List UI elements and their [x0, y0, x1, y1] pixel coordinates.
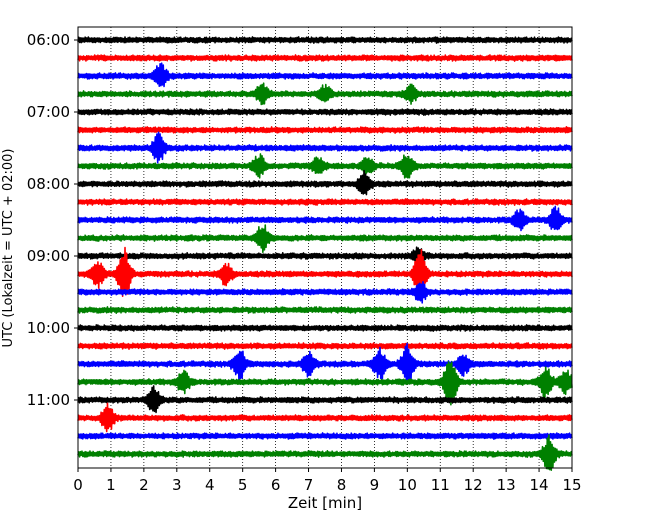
x-tick-label: 5 [238, 476, 248, 494]
x-axis-ticks: 0 1 2 3 4 5 6 7 8 9 10 11 12 13 14 15 [73, 468, 582, 494]
x-tick-label: 14 [530, 476, 549, 494]
trace-row-1000 [77, 324, 573, 332]
trace-row-0900 [77, 246, 573, 266]
trace-row-1100 [77, 385, 573, 414]
x-tick-label: 12 [464, 476, 483, 494]
trace-row-0645 [77, 82, 573, 106]
x-tick-label: 4 [205, 476, 215, 494]
y-axis-label: UTC (Lokalzeit = UTC + 02:00) [1, 149, 16, 348]
x-tick-label: 1 [106, 476, 116, 494]
y-axis-ticks: 06:00 07:00 08:00 09:00 10:00 11:00 [27, 31, 78, 409]
trace-row-1045 [77, 361, 573, 406]
trace-row-1115 [77, 402, 573, 433]
trace-row-0700 [77, 108, 573, 116]
trace-row-0930 [77, 281, 573, 304]
x-axis-label: Zeit [min] [288, 494, 362, 512]
trace-row-0845 [77, 224, 573, 253]
x-tick-label: 0 [73, 476, 83, 494]
x-tick-label: 11 [431, 476, 450, 494]
x-tick-label: 13 [497, 476, 516, 494]
axes-frame [77, 26, 573, 469]
trace-row-0800 [77, 169, 573, 196]
trace-row-0745 [77, 153, 573, 179]
y-tick-label: 10:00 [27, 319, 70, 337]
x-tick-label: 9 [370, 476, 380, 494]
trace-row-0730 [77, 131, 573, 164]
trace-row-0945 [77, 306, 573, 314]
x-tick-label: 10 [398, 476, 417, 494]
trace-row-0715 [77, 126, 573, 134]
trace-row-0915 [77, 246, 573, 298]
y-tick-label: 06:00 [27, 31, 70, 49]
x-tick-label: 6 [271, 476, 281, 494]
trace-row-1130 [77, 432, 573, 440]
trace-row-0830 [77, 205, 573, 232]
x-tick-label: 15 [562, 476, 581, 494]
trace-rows [77, 36, 573, 471]
trace-row-1030 [77, 342, 573, 384]
trace-row-0600 [77, 36, 573, 44]
trace-row-0815 [77, 198, 573, 206]
x-tick-label: 8 [337, 476, 347, 494]
x-tick-label: 7 [304, 476, 314, 494]
y-tick-label: 11:00 [27, 391, 70, 409]
y-tick-label: 09:00 [27, 247, 70, 265]
x-tick-label: 3 [172, 476, 182, 494]
trace-row-0630 [77, 62, 573, 88]
trace-row-1015 [77, 342, 573, 350]
trace-row-1145 [77, 434, 573, 471]
y-tick-label: 07:00 [27, 103, 70, 121]
x-tick-label: 2 [139, 476, 149, 494]
trace-row-0615 [77, 54, 573, 62]
y-tick-label: 08:00 [27, 175, 70, 193]
